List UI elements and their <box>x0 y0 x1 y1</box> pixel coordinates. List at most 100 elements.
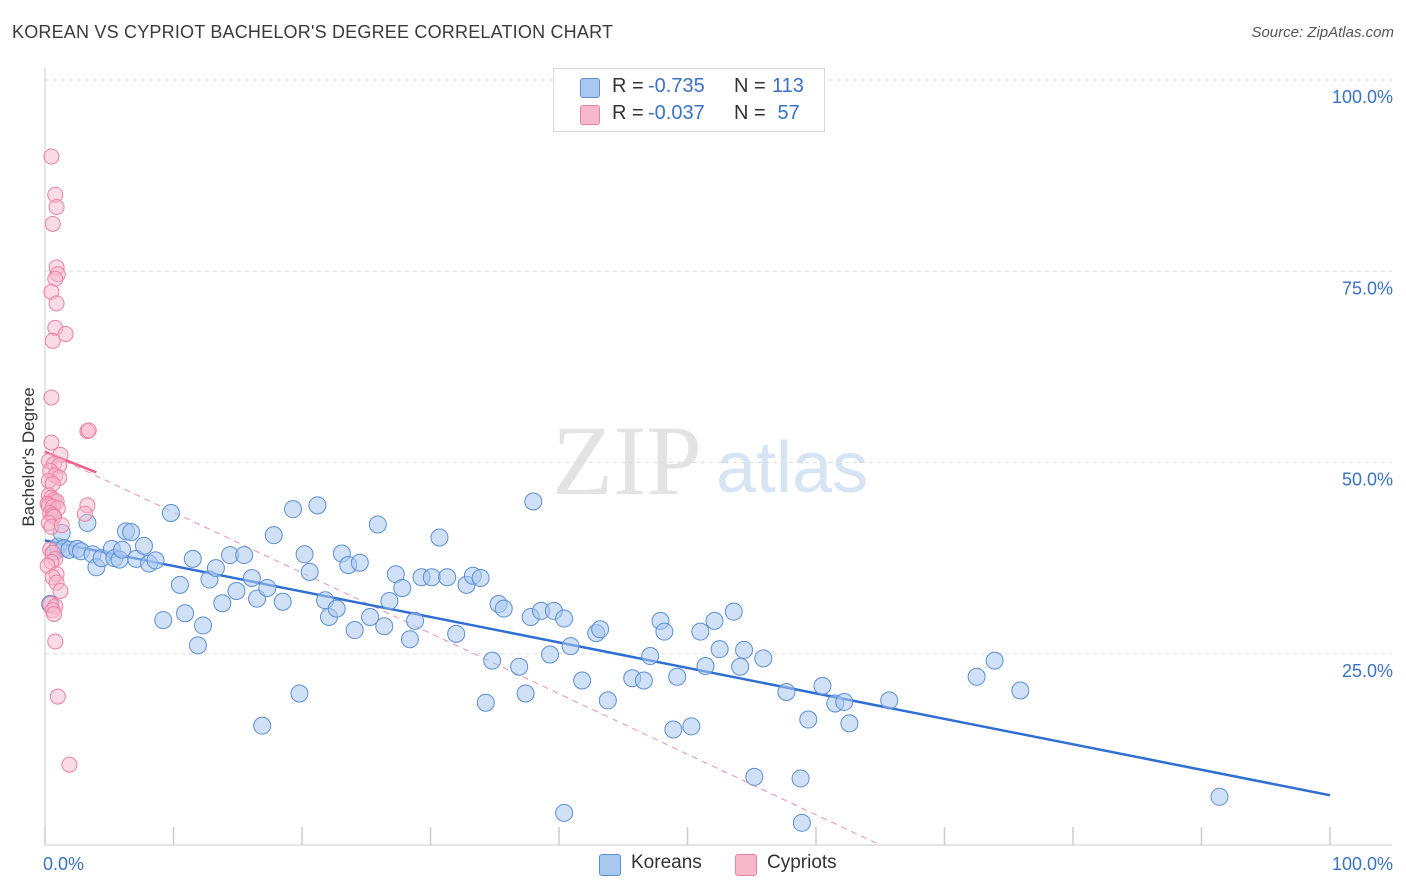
cypriot-point <box>43 148 60 165</box>
cypriot-point <box>43 389 60 406</box>
korean-point <box>406 611 425 630</box>
korean-point <box>840 714 859 733</box>
cypriot-point <box>43 434 60 451</box>
legend-n-value: 57 <box>772 102 800 124</box>
korean-trend-line <box>44 539 1331 797</box>
legend-r-value: -0.037 <box>648 102 705 124</box>
y-tick-label: 25.0% <box>1342 661 1393 681</box>
watermark-zip: ZIP <box>552 405 702 516</box>
legend-n-label: N = <box>734 102 766 124</box>
korean-point <box>253 716 272 735</box>
korean-point <box>350 553 369 572</box>
korean-point <box>447 624 466 643</box>
cypriot-point <box>47 633 64 650</box>
korean-point <box>161 503 180 522</box>
legend-n-value: 113 <box>772 75 804 97</box>
korean-point <box>400 630 419 649</box>
korean-point <box>754 649 773 668</box>
korean-point <box>777 683 796 701</box>
korean-point <box>308 496 327 515</box>
korean-point <box>368 515 387 534</box>
korean-point <box>194 616 213 635</box>
korean-point <box>516 684 535 703</box>
bottom-legend-cypriots[interactable]: Cypriots <box>735 852 855 876</box>
korean-point <box>375 617 394 636</box>
korean-point <box>591 620 610 639</box>
korean-point <box>634 671 653 690</box>
cypriot-point <box>76 505 93 522</box>
korean-point <box>176 604 195 623</box>
korean-point <box>380 591 399 610</box>
korean-point <box>792 813 811 832</box>
korean-point <box>300 562 319 581</box>
korean-point <box>264 526 283 545</box>
korean-point <box>655 622 674 641</box>
x-tick-label: 100.0% <box>1332 854 1393 874</box>
cypriot-point <box>44 215 61 232</box>
korean-point <box>598 691 617 710</box>
korean-point <box>206 559 225 578</box>
korean-point <box>1210 787 1229 806</box>
bottom-legend-swatch-koreans <box>599 854 621 876</box>
source-credit: Source: ZipAtlas.com <box>1251 24 1394 41</box>
korean-point <box>799 710 818 729</box>
korean-point <box>242 569 261 588</box>
korean-point <box>430 528 449 547</box>
korean-point <box>735 640 754 659</box>
korean-point <box>524 492 543 511</box>
korean-point <box>422 568 441 587</box>
korean-point <box>561 637 580 656</box>
korean-point <box>170 575 189 594</box>
korean-point <box>471 569 490 588</box>
legend-swatch-koreans <box>580 78 600 98</box>
x-tick-label: 0.0% <box>43 854 84 874</box>
watermark-atlas: atlas <box>716 428 868 508</box>
korean-point <box>691 622 710 641</box>
korean-point <box>483 651 502 670</box>
y-tick-label: 50.0% <box>1342 470 1393 490</box>
korean-point <box>122 523 141 542</box>
korean-point <box>541 645 560 664</box>
korean-point <box>682 717 701 736</box>
korean-point <box>641 647 660 666</box>
bottom-legend-label-cypriots: Cypriots <box>767 852 837 873</box>
korean-point <box>134 536 153 555</box>
korean-point <box>710 640 729 659</box>
cypriot-point <box>80 422 97 439</box>
korean-point <box>295 545 314 564</box>
legend-r-value: -0.735 <box>648 75 705 97</box>
legend-n-label: N = <box>734 75 766 97</box>
korean-point <box>188 636 207 655</box>
korean-point <box>724 602 743 621</box>
korean-point <box>967 667 986 686</box>
korean-point <box>345 621 364 640</box>
bottom-legend-label-koreans: Koreans <box>631 852 702 873</box>
cypriot-point <box>45 605 62 622</box>
korean-point <box>113 540 132 559</box>
korean-point <box>705 611 724 630</box>
y-axis-label: Bachelor's Degree <box>19 387 38 526</box>
korean-point <box>290 684 309 703</box>
korean-point <box>664 720 683 739</box>
cypriot-point <box>48 295 65 312</box>
korean-point <box>327 599 346 618</box>
cypriot-point <box>44 332 61 349</box>
y-tick-label: 100.0% <box>1332 87 1393 107</box>
korean-point <box>227 582 246 601</box>
legend-r-label: R = <box>612 75 644 97</box>
korean-point <box>284 500 303 519</box>
korean-point <box>273 592 292 611</box>
korean-point <box>510 657 529 676</box>
bottom-legend-koreans[interactable]: Koreans <box>599 852 719 876</box>
cypriot-point <box>52 583 69 600</box>
korean-point <box>235 546 254 565</box>
korean-point <box>438 568 457 587</box>
y-tick-label: 75.0% <box>1342 278 1393 298</box>
korean-point <box>393 578 412 597</box>
korean-point <box>361 608 380 627</box>
korean-point <box>731 657 750 676</box>
legend-row-koreans: R = -0.735 N = 113 <box>554 75 824 101</box>
korean-point <box>494 599 513 618</box>
korean-point <box>476 693 495 712</box>
